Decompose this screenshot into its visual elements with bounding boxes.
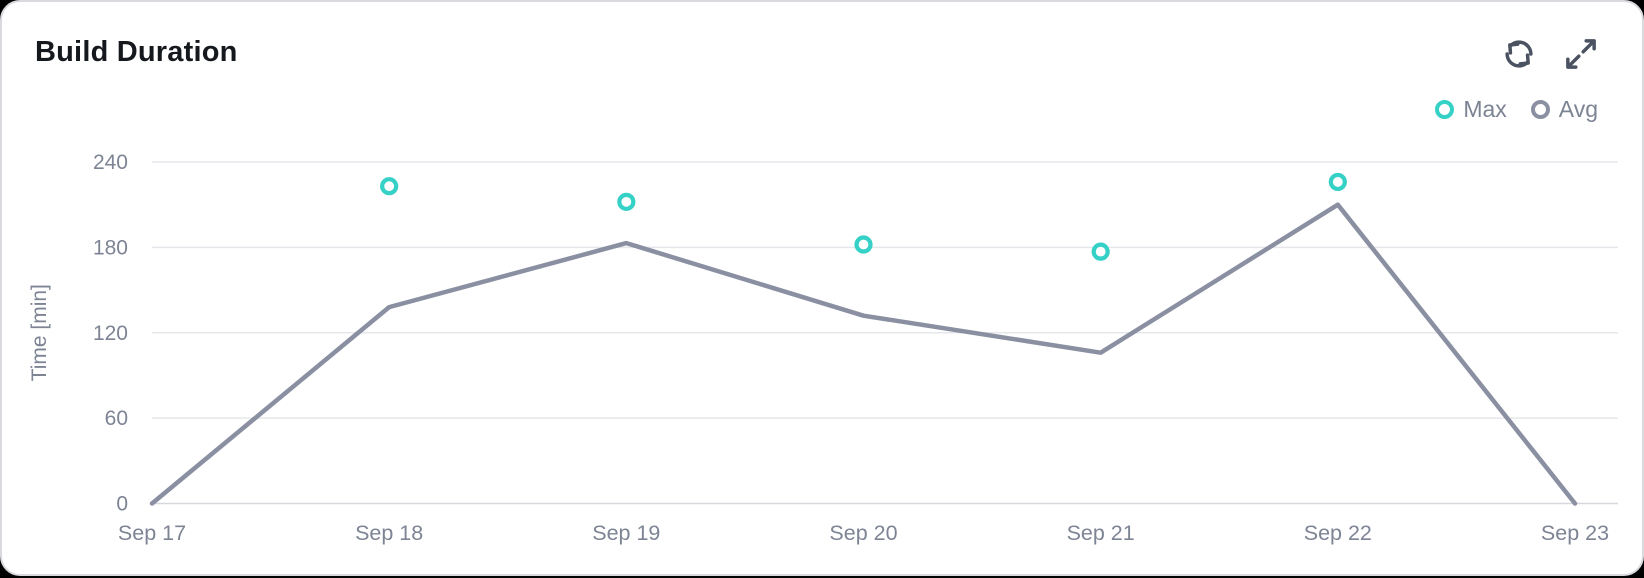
svg-text:Sep 20: Sep 20 [829, 521, 897, 545]
expand-button[interactable] [1561, 33, 1601, 75]
svg-text:Sep 22: Sep 22 [1304, 521, 1372, 545]
page-title: Build Duration [35, 36, 238, 68]
chart-legend: Max Avg [1435, 96, 1598, 123]
svg-text:180: 180 [93, 236, 128, 259]
legend-item-max[interactable]: Max [1435, 96, 1507, 123]
refresh-button[interactable] [1499, 33, 1539, 75]
svg-text:Sep 17: Sep 17 [118, 521, 186, 545]
refresh-icon [1505, 40, 1533, 68]
max-series-marker-icon [1435, 100, 1455, 119]
svg-text:Sep 23: Sep 23 [1541, 521, 1609, 545]
legend-label-avg: Avg [1558, 96, 1598, 122]
expand-icon [1566, 39, 1596, 69]
avg-series-marker-icon [1530, 100, 1550, 119]
legend-label-max: Max [1463, 96, 1507, 122]
svg-text:Sep 18: Sep 18 [355, 521, 423, 545]
chart-toolbar [1499, 33, 1601, 75]
svg-text:60: 60 [105, 407, 128, 430]
svg-text:240: 240 [93, 151, 128, 174]
svg-text:120: 120 [93, 322, 128, 345]
svg-text:Sep 19: Sep 19 [592, 521, 660, 545]
legend-item-avg[interactable]: Avg [1530, 96, 1598, 123]
svg-text:Sep 21: Sep 21 [1067, 521, 1135, 545]
svg-text:0: 0 [116, 493, 128, 516]
svg-text:Time [min]: Time [min] [28, 284, 51, 381]
